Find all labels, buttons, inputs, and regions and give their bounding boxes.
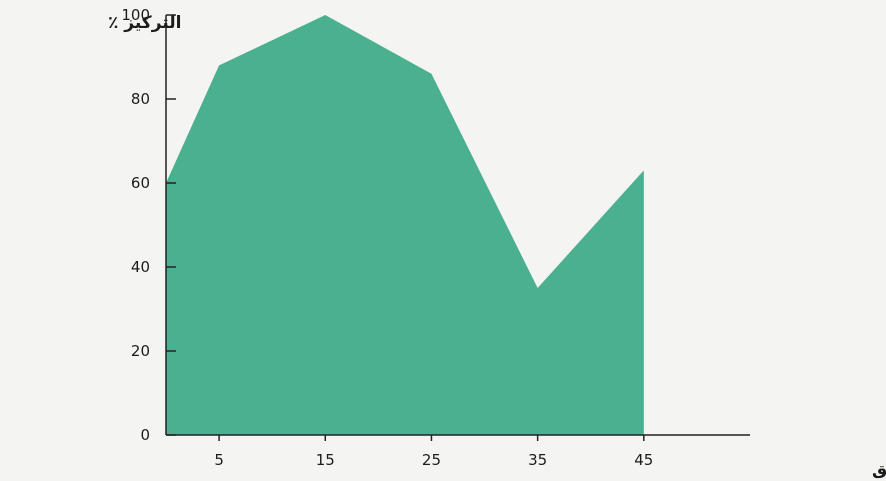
y-tick-label: 100 xyxy=(121,6,150,24)
y-ticks: 0 20 40 60 80 100 xyxy=(121,6,176,444)
x-axis-title: الوقت بالدقائق xyxy=(872,459,886,479)
x-tick-label: 35 xyxy=(528,451,547,469)
x-tick-label: 15 xyxy=(316,451,335,469)
y-tick-label: 80 xyxy=(131,90,150,108)
x-tick-label: 25 xyxy=(422,451,441,469)
area-series xyxy=(166,15,644,435)
y-tick-label: 60 xyxy=(131,174,150,192)
x-tick-label: 45 xyxy=(634,451,653,469)
y-axis-title: التركيز ٪ xyxy=(108,13,181,33)
x-tick-label: 5 xyxy=(214,451,224,469)
plot-area xyxy=(166,15,644,435)
x-ticks: 5 15 25 35 45 xyxy=(214,435,653,469)
y-tick-label: 0 xyxy=(140,426,150,444)
y-tick-label: 20 xyxy=(131,342,150,360)
y-tick-label: 40 xyxy=(131,258,150,276)
axes xyxy=(165,15,750,436)
